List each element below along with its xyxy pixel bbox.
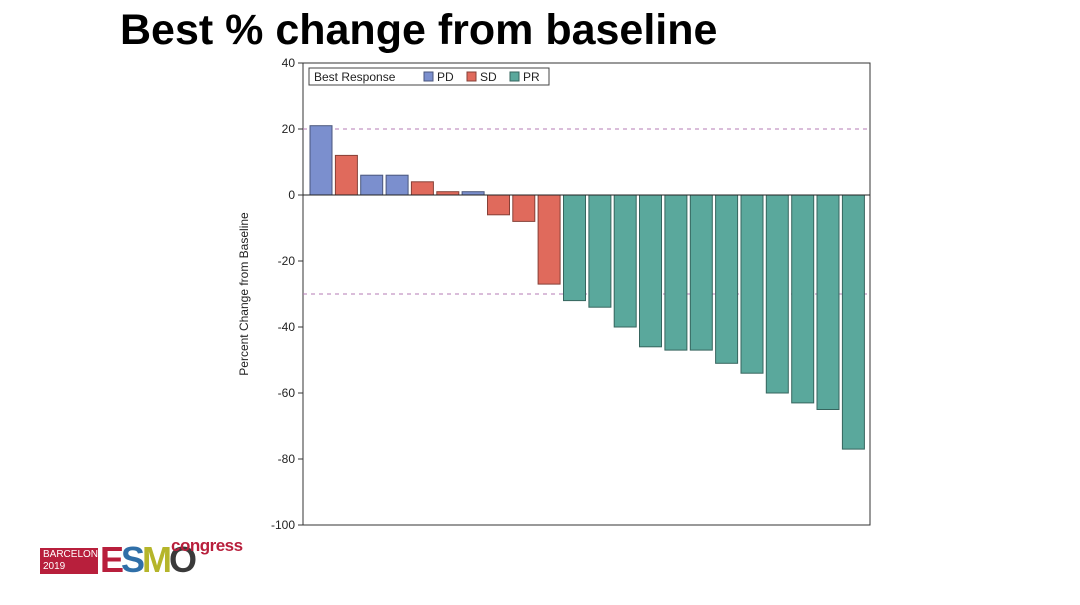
slide-title: Best % change from baseline xyxy=(120,6,718,54)
bar-1-pd xyxy=(309,125,333,196)
bar-4-pd xyxy=(385,174,409,196)
bar-15-pr xyxy=(664,194,688,351)
bar-21-pr xyxy=(816,194,840,410)
y-axis: 40 20 0 -20 -40 -60 -80 -100 xyxy=(271,56,303,532)
logo-letter: M xyxy=(142,539,172,580)
logo-barcelona-box: BARCELONA 2019 xyxy=(40,548,105,574)
bar-9-sd xyxy=(512,194,536,222)
y-tick-label: -20 xyxy=(278,254,296,268)
logo-wordmark: ESMO xyxy=(100,539,197,580)
bar-11-pr xyxy=(563,194,586,302)
bar-19-pr xyxy=(765,194,789,394)
bar-13-pr xyxy=(613,194,637,328)
bar-8-sd xyxy=(487,194,510,216)
y-tick-label: 0 xyxy=(288,188,295,202)
bar-5-sd xyxy=(410,181,434,196)
logo-letter: E xyxy=(100,539,124,580)
bar-14-pr xyxy=(639,194,662,348)
legend-label-pd: PD xyxy=(437,70,454,84)
logo-letter: O xyxy=(169,539,197,580)
y-tick-label: -100 xyxy=(271,518,295,532)
legend-swatch-pd xyxy=(423,71,434,82)
bar-16-pr xyxy=(689,194,713,351)
legend-swatch-sd xyxy=(466,71,477,82)
legend-label-sd: SD xyxy=(480,70,497,84)
bar-10-sd xyxy=(537,194,561,285)
esmo-congress-logo: BARCELONA 2019 ESMO congress xyxy=(40,536,243,580)
y-axis-label: Percent Change from Baseline xyxy=(237,212,251,376)
y-tick-label: -40 xyxy=(278,320,296,334)
legend-label-pr: PR xyxy=(523,70,540,84)
bar-22-pr xyxy=(841,194,865,450)
logo-letter: S xyxy=(121,539,145,580)
bar-18-pr xyxy=(740,194,764,374)
legend-title: Best Response xyxy=(314,70,396,84)
logo-city: BARCELONA xyxy=(43,549,105,560)
bars-group xyxy=(309,125,865,450)
y-tick-label: -60 xyxy=(278,386,296,400)
legend: Best Response PD SD PR xyxy=(308,67,550,86)
bar-20-pr xyxy=(791,194,815,404)
bar-12-pr xyxy=(588,194,612,308)
logo-congress: congress xyxy=(171,536,243,555)
legend-swatch-pr xyxy=(509,71,520,82)
y-tick-label: -80 xyxy=(278,452,296,466)
logo-year: 2019 xyxy=(43,561,66,572)
bar-17-pr xyxy=(715,194,739,364)
y-tick-label: 40 xyxy=(282,56,296,70)
bar-3-pd xyxy=(360,174,384,196)
bar-2-sd xyxy=(334,154,358,196)
legend-entries: PD SD PR xyxy=(423,70,540,84)
y-tick-label: 20 xyxy=(282,122,296,136)
